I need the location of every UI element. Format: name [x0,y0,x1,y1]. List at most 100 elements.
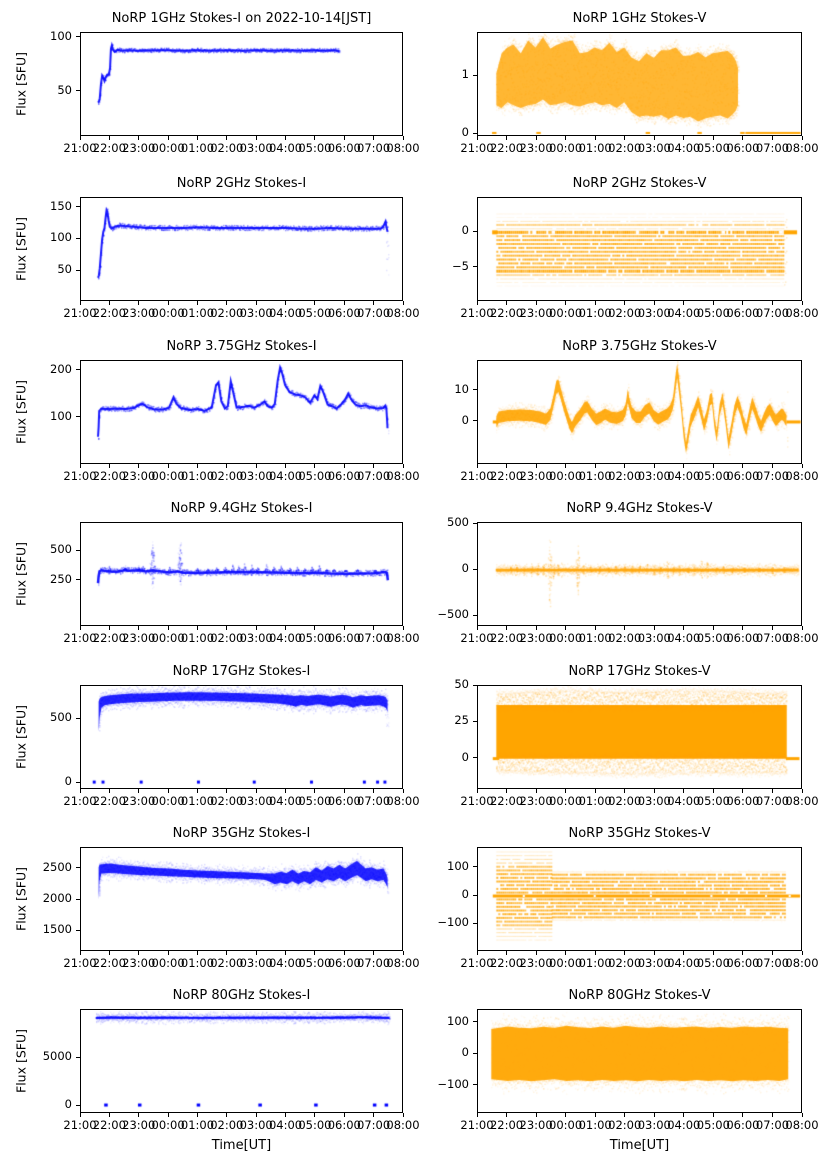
x-tick-mark [402,951,404,955]
y-tick-label: 5000 [42,1049,72,1063]
y-tick-mark [473,922,477,924]
x-tick-label: 01:00 [180,141,215,155]
x-tick-label: 08:00 [785,1118,819,1132]
x-tick-label: 07:00 [357,794,391,808]
x-tick-label: 22:00 [92,1118,126,1132]
x-tick-mark [373,789,375,793]
x-tick-label: 02:00 [210,469,244,483]
x-tick-label: 21:00 [460,141,494,155]
y-tick-label: 100 [50,408,72,423]
x-tick-mark [196,136,198,140]
x-tick-mark [742,1113,744,1117]
x-tick-mark [108,626,110,630]
x-tick-label: 05:00 [696,306,730,320]
x-tick-mark [683,951,685,955]
x-tick-label: 07:00 [755,469,790,483]
x-tick-mark [402,464,404,468]
subplot-norp-80ghz-stokes-i: NoRP 80GHz Stokes-I Flux [SFU] Time[UT] … [0,987,420,1169]
x-tick-mark [255,626,257,630]
subplot-title: NoRP 80GHz Stokes-I [172,988,311,1003]
x-tick-label: 21:00 [460,956,494,970]
x-tick-mark [535,626,537,630]
y-tick-mark [473,522,477,524]
x-tick-mark [79,951,81,955]
x-tick-mark [506,951,508,955]
y-tick-mark [76,898,80,900]
x-tick-mark [565,789,567,793]
subplot-norp-35ghz-stokes-v: NoRP 35GHz Stokes-V −100 0 100 21:00 22:00 23… [397,825,818,1009]
x-tick-mark [624,789,626,793]
subplot-title: NoRP 3.75GHz Stokes-V [562,339,717,354]
y-tick-label: 0 [461,887,469,902]
x-tick-label: 06:00 [327,469,361,483]
y-tick-mark [473,614,477,616]
x-tick-mark [506,136,508,140]
x-tick-mark [285,301,287,305]
subplot-title: NoRP 17GHz Stokes-I [172,664,311,679]
x-tick-mark [167,951,169,955]
x-tick-label: 07:00 [755,631,790,645]
x-tick-label: 05:00 [696,469,730,483]
y-tick-label: 50 [454,677,469,691]
x-tick-label: 01:00 [180,1118,215,1132]
x-tick-label: 02:00 [608,956,642,970]
y-tick-label: 100 [447,858,469,873]
x-tick-label: 05:00 [298,1118,332,1132]
subplot-norp-80ghz-stokes-v: NoRP 80GHz Stokes-V Time[UT] −100 0 100 21:… [397,987,818,1169]
subplot-norp-1ghz-stokes-i: NoRP 1GHz Stokes-I on 2022-10-14[JST] Fl… [0,10,420,194]
plot-area [477,32,803,137]
x-tick-label: 04:00 [667,794,701,808]
x-tick-mark [594,626,596,630]
x-tick-label: 01:00 [578,306,612,320]
x-tick-label: 07:00 [755,794,790,808]
x-tick-mark [255,789,257,793]
x-tick-label: 02:00 [608,306,642,320]
x-tick-label: 03:00 [637,794,671,808]
x-tick-label: 08:00 [386,1118,420,1132]
x-tick-mark [138,789,140,793]
x-tick-label: 21:00 [63,631,97,645]
x-tick-label: 00:00 [549,1118,583,1132]
y-tick-mark [76,717,80,719]
x-tick-mark [402,301,404,305]
x-tick-mark [476,789,478,793]
x-tick-mark [226,951,228,955]
x-axis-label: Time[UT] [609,1138,670,1153]
x-tick-label: 02:00 [608,1118,642,1132]
x-tick-label: 03:00 [637,956,671,970]
x-tick-label: 22:00 [92,631,126,645]
y-tick-mark [76,867,80,869]
x-tick-mark [167,789,169,793]
y-tick-mark [473,720,477,722]
y-tick-mark [473,266,477,268]
plot-canvas [478,361,803,465]
x-tick-mark [742,301,744,305]
x-tick-label: 08:00 [785,141,819,155]
x-tick-label: 08:00 [386,469,420,483]
x-tick-label: 03:00 [637,631,671,645]
x-tick-label: 06:00 [726,1118,760,1132]
y-tick-label: 500 [50,710,72,725]
subplot-norp-2ghz-stokes-i: NoRP 2GHz Stokes-I Flux [SFU] 50 100 150 21… [0,175,420,359]
x-tick-mark [226,136,228,140]
plot-canvas [81,33,404,137]
x-tick-mark [742,789,744,793]
x-tick-label: 02:00 [608,469,642,483]
x-tick-mark [314,301,316,305]
x-tick-mark [373,626,375,630]
x-tick-mark [624,626,626,630]
x-tick-label: 06:00 [726,956,760,970]
x-tick-mark [79,789,81,793]
plot-area [477,360,803,465]
x-tick-mark [594,789,596,793]
x-tick-label: 05:00 [298,956,332,970]
x-tick-mark [402,789,404,793]
x-tick-mark [255,951,257,955]
y-tick-label: 0 [461,1045,469,1060]
x-tick-label: 08:00 [785,631,819,645]
x-tick-label: 04:00 [667,306,701,320]
x-tick-label: 05:00 [298,794,332,808]
x-tick-label: 04:00 [268,631,303,645]
x-tick-label: 23:00 [519,141,553,155]
x-tick-label: 06:00 [726,306,760,320]
